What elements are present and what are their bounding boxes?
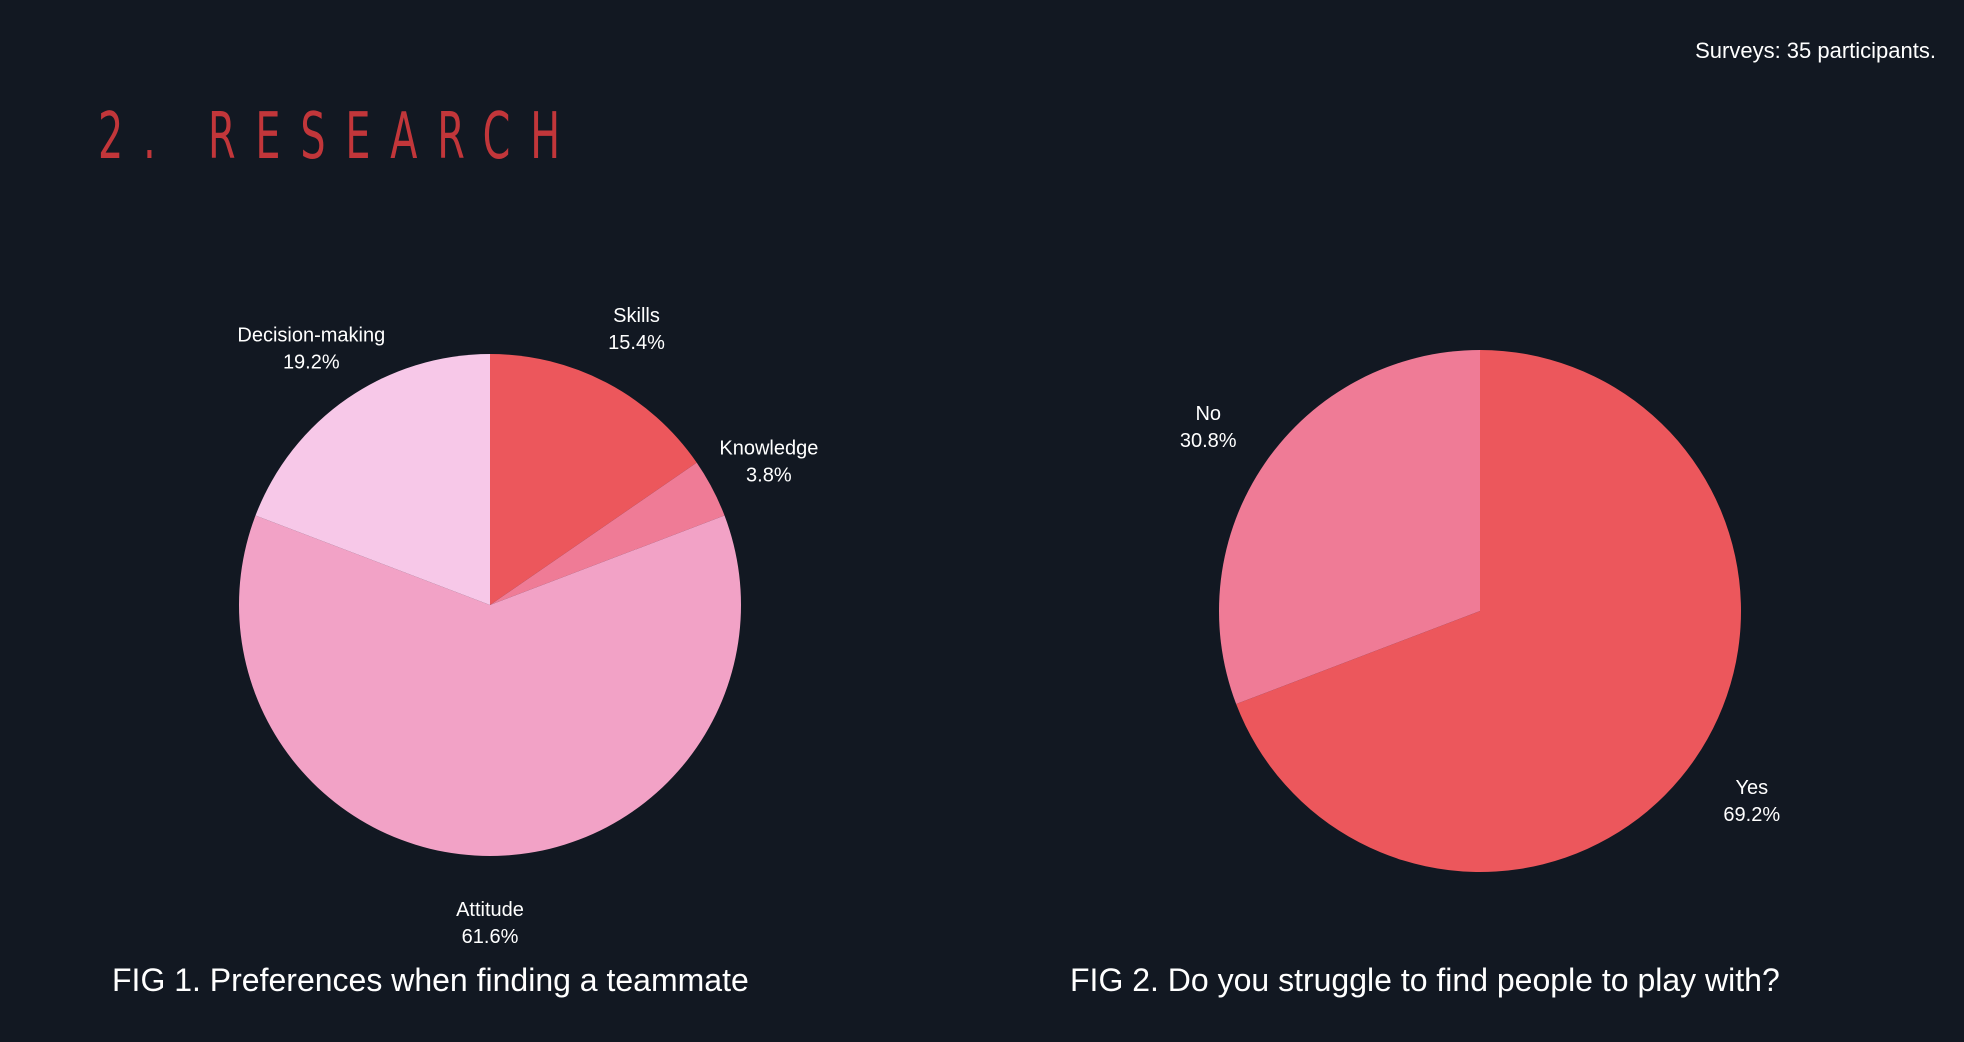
slice-value-skills: 15.4% [608,332,665,354]
fig2-caption: FIG 2. Do you struggle to find people to… [1070,962,1780,998]
slice-value-decision-making: 19.2% [283,352,340,374]
slice-value-attitude: 61.6% [462,926,519,948]
pie-slice-attitude [238,515,741,856]
slice-label-yes: Yes [1735,777,1768,799]
slice-label-no: No [1195,403,1221,425]
pie-chart-preferences: Skills 15.4% Knowledge 3.8% Attitude 61.6% Dec… [237,305,818,948]
slice-label-skills: Skills [613,305,660,327]
slice-value-no: 30.8% [1180,430,1237,452]
slice-label-knowledge: Knowledge [719,437,818,459]
pie-slice-no [1219,350,1480,705]
slice-value-knowledge: 3.8% [746,464,792,486]
pie-slice-decision-making [255,354,490,605]
surveys-note: Surveys: 35 participants. [1695,38,1936,63]
slice-value-yes: 69.2% [1723,804,1780,826]
pie-slice-yes [1236,350,1741,872]
section-title: 2. RESEARCH [98,100,580,174]
slice-label-decision-making: Decision-making [237,325,385,347]
pie-slice-knowledge [490,462,725,605]
pie-slice-skills [490,354,697,605]
slice-label-attitude: Attitude [456,899,524,921]
fig1-caption: FIG 1. Preferences when finding a teamma… [112,962,749,998]
pie-chart-struggle: Yes 69.2% No 30.8% [1180,350,1780,872]
